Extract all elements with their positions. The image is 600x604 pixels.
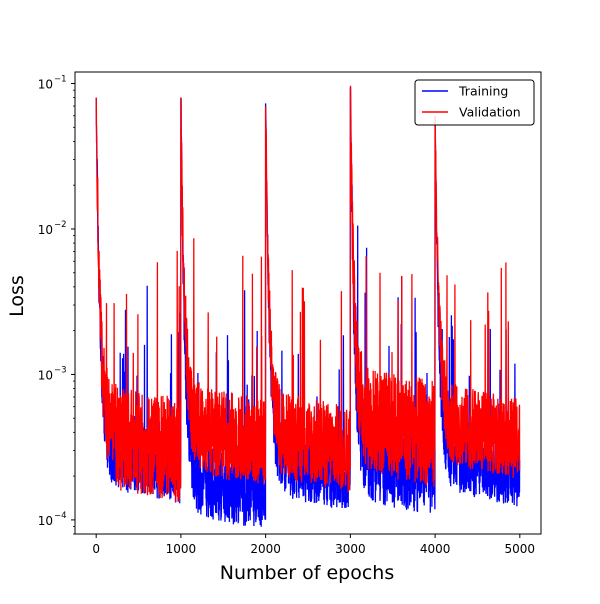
y-tick-label: 10 — [38, 368, 53, 382]
legend-label-validation: Validation — [459, 105, 521, 120]
y-tick-exponent: −2 — [54, 220, 67, 230]
y-tick-exponent: −1 — [54, 75, 67, 85]
y-tick-exponent: −4 — [54, 511, 67, 521]
series-line-validation — [95, 85, 521, 503]
x-tick-label: 5000 — [505, 542, 536, 556]
x-axis-label: Number of epochs — [220, 562, 394, 584]
x-tick-label: 2000 — [250, 542, 281, 556]
legend: Training Validation — [414, 79, 535, 126]
plot-frame — [74, 71, 542, 535]
x-tick-label: 4000 — [420, 542, 451, 556]
y-tick-label: 10 — [38, 78, 53, 92]
plot-area — [74, 71, 542, 535]
y-tick-label: 10 — [38, 514, 53, 528]
x-tick-label: 0 — [92, 542, 100, 556]
x-axis: 0 1000 2000 3000 4000 5000 — [92, 534, 535, 556]
y-tick-exponent: −3 — [54, 365, 67, 375]
x-tick-label: 3000 — [335, 542, 366, 556]
y-tick-label: 10 — [38, 223, 53, 237]
x-tick-label: 1000 — [166, 542, 197, 556]
y-axis: 10−410−310−210−1 — [38, 75, 75, 535]
legend-label-training: Training — [458, 84, 508, 99]
y-axis-label: Loss — [6, 275, 28, 317]
